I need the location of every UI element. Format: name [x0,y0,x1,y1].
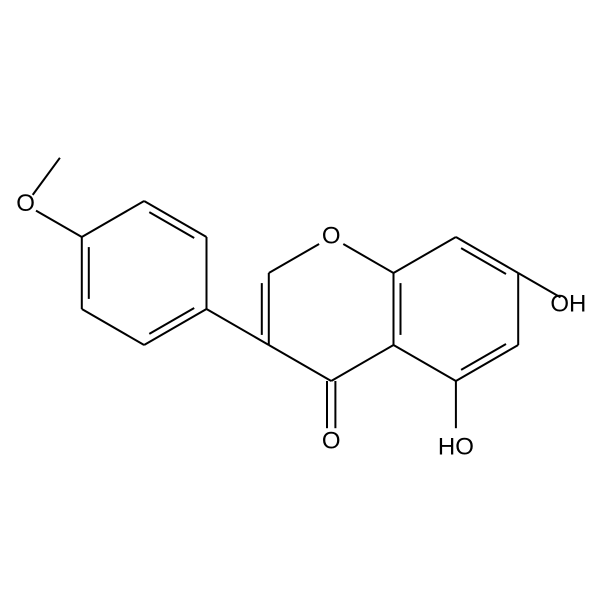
atom-label: O [322,222,341,249]
atom-labels: O O O OH HO [16,190,586,461]
bond [82,201,144,237]
atom-label: O [322,428,341,455]
bond [144,201,206,237]
bond [144,309,206,345]
bond [394,237,456,273]
bond [33,158,60,195]
bond [207,309,269,345]
atom-label: O [16,190,35,217]
bond [269,345,331,381]
bond [82,309,144,345]
atom-label: HO [438,434,474,461]
bonds [33,158,561,428]
bond [36,211,82,237]
molecule-canvas: O O O OH HO [0,0,600,600]
bond [456,345,518,381]
bond [269,244,319,273]
atom-label: OH [550,291,586,318]
bond [456,237,518,273]
bond [394,345,456,381]
bond [343,244,393,273]
bond [331,345,393,381]
